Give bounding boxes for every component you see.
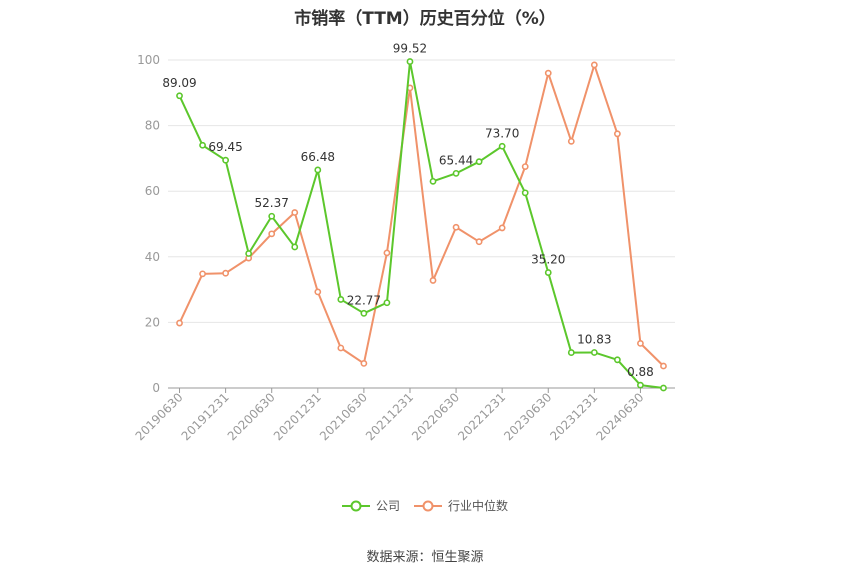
data-point-company: [406, 58, 414, 65]
data-point-industry: [176, 319, 183, 327]
data-point-company: [498, 142, 506, 150]
data-point-company: [268, 212, 276, 220]
series-line-industry: [178, 63, 665, 367]
data-point-company: [521, 189, 529, 197]
data-point-industry: [268, 230, 276, 238]
legend: 公司 行业中位数: [0, 497, 850, 514]
data-point-industry: [360, 359, 368, 367]
y-tick-label: 100: [137, 53, 160, 67]
x-tick-label: 20221231: [455, 390, 508, 443]
x-tick-label: 20210630: [317, 390, 370, 443]
data-point-industry: [660, 362, 667, 370]
y-tick-label: 0: [152, 381, 160, 395]
data-label: 52.37: [255, 196, 289, 210]
y-tick-label: 80: [145, 119, 160, 133]
data-point-company: [475, 158, 483, 166]
data-point-industry: [314, 288, 322, 296]
x-tick-label: 20240630: [593, 390, 646, 443]
data-source: 数据来源：恒生聚源: [366, 550, 484, 565]
data-point-company: [199, 141, 206, 149]
data-label: 89.09: [162, 76, 196, 90]
y-tick-label: 60: [145, 184, 160, 198]
data-point-industry: [613, 130, 621, 138]
data-label: 22.77: [347, 293, 381, 307]
x-tick-label: 20201231: [271, 390, 324, 443]
x-tick-label: 20220630: [409, 390, 462, 443]
data-point-company: [314, 166, 322, 174]
data-point-industry: [199, 270, 206, 278]
data-point-company: [291, 243, 299, 251]
x-tick-label: 20190630: [133, 390, 186, 443]
x-tick-label: 20200630: [225, 390, 278, 443]
data-point-industry: [475, 238, 483, 246]
data-point-industry: [544, 69, 552, 77]
legend-item-industry[interactable]: 行业中位数: [414, 497, 508, 514]
data-point-industry: [637, 339, 644, 347]
legend-label-company: 公司: [375, 499, 400, 513]
x-tick-label: 20191231: [179, 390, 232, 443]
legend-label-industry: 行业中位数: [448, 499, 509, 513]
data-point-company: [452, 169, 460, 177]
data-point-company: [245, 250, 253, 257]
data-point-industry: [222, 269, 230, 277]
data-point-industry: [291, 209, 299, 216]
data-point-industry: [521, 163, 529, 170]
data-label: 99.52: [393, 42, 427, 56]
data-label: 66.48: [301, 150, 335, 164]
x-tick-label: 20230630: [501, 390, 554, 443]
data-point-company: [590, 349, 598, 356]
x-tick-label: 20231231: [547, 390, 600, 443]
data-label: 0.88: [627, 365, 654, 379]
legend-item-company[interactable]: 公司: [341, 497, 400, 514]
data-point-company: [429, 177, 437, 185]
data-point-industry: [567, 137, 575, 145]
line-chart: 0 20 40 60 80 100 2019063020191231202006302020…: [133, 42, 675, 443]
y-tick-label: 20: [145, 315, 160, 329]
data-point-company: [567, 349, 575, 356]
data-point-company: [360, 309, 368, 317]
data-label: 65.44: [439, 153, 473, 167]
data-point-industry: [429, 277, 437, 284]
data-point-industry: [498, 224, 506, 232]
data-point-company: [337, 296, 345, 303]
data-label: 35.20: [531, 253, 565, 267]
data-point-industry: [590, 61, 598, 69]
data-point-company: [613, 356, 621, 364]
data-point-company: [544, 269, 552, 276]
data-point-company: [222, 156, 230, 164]
y-tick-label: 40: [145, 250, 160, 264]
x-tick-label: 20211231: [363, 390, 416, 443]
data-point-company: [383, 299, 391, 307]
series-line-company: [178, 60, 664, 389]
data-point-company: [660, 384, 667, 392]
legend-company-marker: [341, 500, 370, 511]
data-point-company: [176, 92, 183, 100]
data-point-company: [637, 381, 644, 389]
data-point-industry: [337, 344, 345, 352]
chart-title: 市销率（TTM）历史百分位（%）: [294, 9, 556, 29]
data-point-industry: [383, 249, 391, 257]
data-point-industry: [452, 223, 460, 231]
data-label: 10.83: [577, 332, 611, 346]
data-label: 69.45: [208, 140, 242, 154]
legend-industry-marker: [414, 500, 442, 511]
data-label: 73.70: [485, 126, 519, 140]
